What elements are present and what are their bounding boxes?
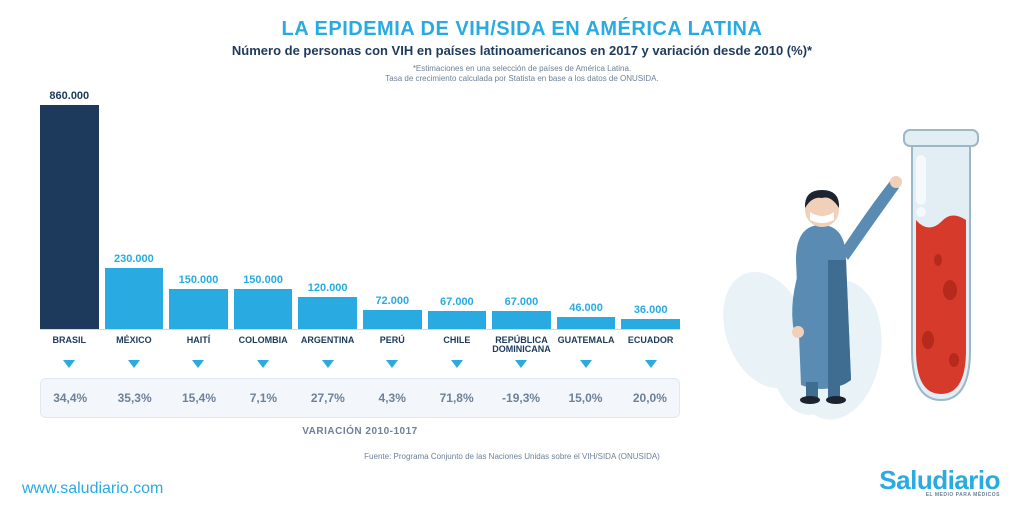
- bar: [492, 311, 551, 329]
- category-label: CHILE: [428, 336, 487, 355]
- variation-value: 35,3%: [105, 391, 163, 405]
- bar-col: 150.000: [169, 90, 228, 329]
- bar-chart: 860.000 230.000 150.000 150.000 120.000 72.00…: [40, 90, 680, 330]
- arrow-down-icon: [492, 360, 551, 368]
- arrow-down-icon: [234, 360, 293, 368]
- bar-col: 46.000: [557, 90, 616, 329]
- illustration: [706, 100, 1006, 420]
- arrow-down-icon: [363, 360, 422, 368]
- bar-value: 46.000: [569, 302, 603, 314]
- category-label: HAITÍ: [169, 336, 228, 355]
- category-label: PERÚ: [363, 336, 422, 355]
- arrow-down-icon: [105, 360, 164, 368]
- category-axis: BRASIL MÉXICO HAITÍ COLOMBIA ARGENTINA PERÚ CH…: [40, 336, 680, 355]
- bar-value: 150.000: [179, 274, 219, 286]
- bar-value: 67.000: [440, 296, 474, 308]
- category-label: GUATEMALA: [557, 336, 616, 355]
- brand-logo: Saludiario EL MEDIO PARA MÉDICOS: [879, 467, 1000, 498]
- page-title: LA EPIDEMIA DE VIH/SIDA EN AMÉRICA LATIN…: [40, 18, 1004, 41]
- source-text: Fuente: Programa Conjunto de las Nacione…: [0, 452, 1024, 461]
- arrow-down-icon: [557, 360, 616, 368]
- bar: [40, 105, 99, 329]
- bar: [169, 289, 228, 329]
- person-icon: [792, 176, 902, 404]
- bar-value: 860.000: [49, 90, 89, 102]
- variation-row: 34,4% 35,3% 15,4% 7,1% 27,7% 4,3% 71,8% -19,3% 1…: [40, 378, 680, 418]
- bar-col: 67.000: [428, 90, 487, 329]
- bar: [363, 310, 422, 329]
- website-link[interactable]: www.saludiario.com: [22, 480, 163, 498]
- bar-value: 36.000: [634, 304, 668, 316]
- variation-value: 15,4%: [170, 391, 228, 405]
- bar-value: 230.000: [114, 253, 154, 265]
- category-label: ECUADOR: [621, 336, 680, 355]
- arrow-down-icon: [169, 360, 228, 368]
- bar-col: 230.000: [105, 90, 164, 329]
- bar-col: 36.000: [621, 90, 680, 329]
- footnote: *Estimaciones en una selección de países…: [40, 64, 1004, 85]
- bar: [105, 268, 164, 330]
- bar: [298, 297, 357, 329]
- bar-value: 72.000: [375, 295, 409, 307]
- bar-col: 72.000: [363, 90, 422, 329]
- variation-value: 27,7%: [299, 391, 357, 405]
- variation-value: -19,3%: [492, 391, 550, 405]
- arrow-down-icon: [40, 360, 99, 368]
- bar-col: 150.000: [234, 90, 293, 329]
- category-label: COLOMBIA: [234, 336, 293, 355]
- bar: [428, 311, 487, 329]
- bar: [621, 319, 680, 329]
- arrow-down-icon: [621, 360, 680, 368]
- variation-value: 34,4%: [41, 391, 99, 405]
- bar-col: 67.000: [492, 90, 551, 329]
- variation-value: 15,0%: [556, 391, 614, 405]
- bar-value: 150.000: [243, 274, 283, 286]
- category-label: BRASIL: [40, 336, 99, 355]
- variation-value: 20,0%: [621, 391, 679, 405]
- variation-value: 4,3%: [363, 391, 421, 405]
- arrow-down-icon: [428, 360, 487, 368]
- bar-col: 860.000: [40, 90, 99, 329]
- test-tube-icon: [904, 130, 978, 400]
- category-label: MÉXICO: [105, 336, 164, 355]
- variation-value: 7,1%: [234, 391, 292, 405]
- category-label: ARGENTINA: [298, 336, 357, 355]
- bar-value: 120.000: [308, 282, 348, 294]
- bar-value: 67.000: [505, 296, 539, 308]
- bar: [557, 317, 616, 329]
- bar-col: 120.000: [298, 90, 357, 329]
- category-label: REPÚBLICA DOMINICANA: [492, 336, 551, 355]
- variation-label: VARIACIÓN 2010-1017: [40, 426, 680, 437]
- variation-value: 71,8%: [427, 391, 485, 405]
- arrow-down-icon: [298, 360, 357, 368]
- arrow-row: [40, 360, 680, 368]
- page-subtitle: Número de personas con VIH en países lat…: [40, 43, 1004, 58]
- bar: [234, 289, 293, 329]
